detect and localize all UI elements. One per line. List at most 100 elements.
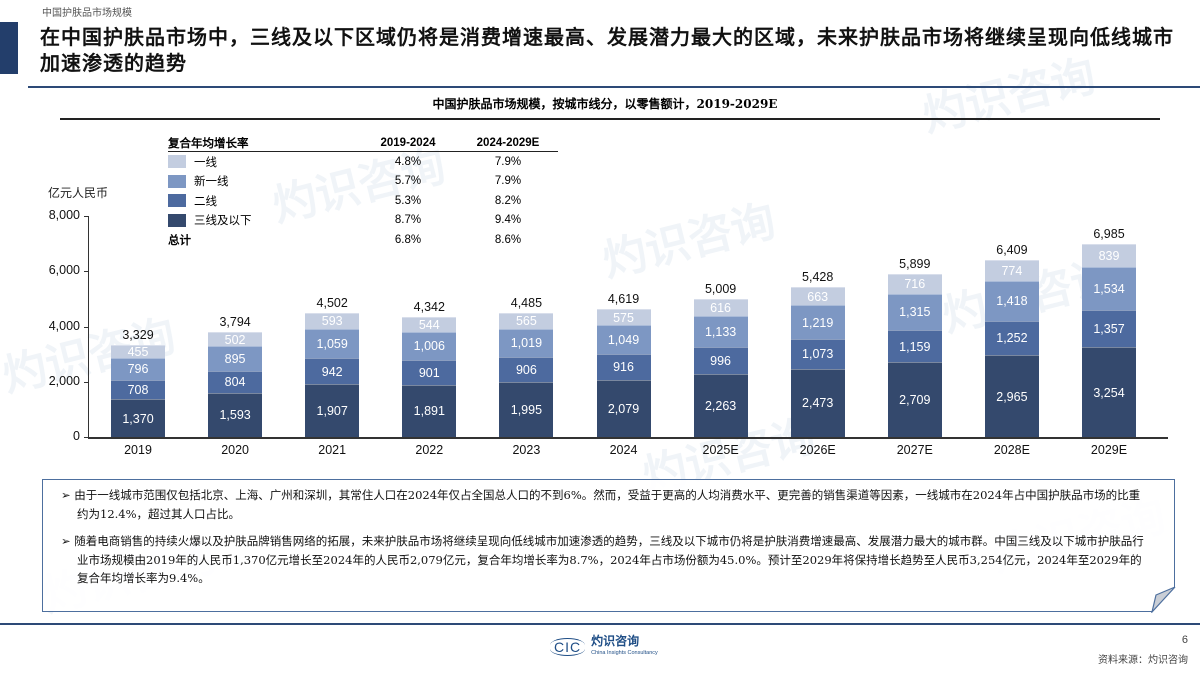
bar-segment: 1,593	[208, 392, 263, 437]
y-axis-unit-label: 亿元人民币	[48, 186, 109, 200]
bar-segment: 616	[693, 298, 748, 316]
bar-segment: 2,709	[887, 362, 942, 437]
source-note: 资料来源：灼识咨询	[1098, 655, 1188, 666]
legend-label: 新一线	[194, 174, 229, 189]
cagr-value: 7.9%	[494, 155, 522, 168]
legend-label: 二线	[194, 193, 217, 208]
bar-segment: 1,370	[111, 399, 165, 437]
bar-segment: 804	[208, 370, 263, 393]
y-tick-mark	[84, 271, 89, 273]
bar-segment: 942	[305, 358, 360, 385]
legend-swatch-tier1	[168, 155, 186, 169]
bar-total-label: 4,619	[607, 292, 640, 307]
bar-segment: 708	[111, 379, 165, 400]
bar-segment: 2,263	[693, 374, 748, 437]
x-tick-label: 2026E	[799, 443, 836, 457]
bar-segment: 2,473	[790, 368, 845, 437]
bar-segment: 544	[402, 317, 457, 333]
bar-segment: 1,059	[305, 329, 360, 359]
bar-total-label: 3,794	[219, 315, 251, 330]
x-tick-label: 2029E	[1090, 443, 1128, 457]
bar-segment: 1,252	[984, 320, 1039, 356]
legend-header-name: 复合年均增长率	[168, 135, 249, 150]
bar-total-label: 4,502	[316, 295, 348, 310]
bar-segment: 2,079	[596, 379, 651, 437]
x-tick-label: 2021	[318, 443, 347, 457]
bar-segment: 1,219	[790, 305, 845, 340]
legend-swatch-tier3-below	[168, 213, 186, 227]
logo-name-en: China Insights Consultancy	[591, 650, 658, 656]
legend-swatch-new-tier1	[168, 174, 186, 188]
bar-segment: 3,254	[1082, 347, 1136, 437]
legend-swatch-tier2	[168, 194, 186, 208]
x-tick-label: 2028E	[993, 443, 1030, 457]
legend-row-total: 总计 6.8% 8.6%	[168, 230, 558, 250]
bar-segment: 1,418	[984, 281, 1039, 321]
y-tick-mark	[84, 216, 89, 217]
bar-total-label: 4,342	[413, 300, 445, 315]
accent-block	[0, 22, 18, 74]
bar-total-label: 3,329	[122, 328, 154, 343]
chart-title-divider	[60, 118, 1160, 120]
bar-segment: 2,965	[984, 355, 1039, 437]
y-tick-label: 2,000	[48, 373, 80, 388]
y-tick-label: 4,000	[48, 318, 80, 333]
section-label: 中国护肤品市场规模	[42, 8, 132, 19]
bar-segment: 906	[499, 356, 554, 382]
legend-header-period1: 2019-2024	[380, 136, 436, 149]
insight-bullet: 随着电商销售的持续火爆以及护肤品牌销售网络的拓展，未来护肤品市场将继续呈现向低线…	[61, 532, 1151, 588]
bar-segment: 774	[984, 259, 1039, 282]
x-tick-label: 2025E	[702, 443, 739, 457]
bar-segment: 1,995	[499, 381, 554, 437]
bar-segment: 916	[596, 354, 651, 380]
company-logo: CIC 灼识咨询 China Insights Consultancy	[550, 635, 658, 659]
legend-header-period2: 2024-2029E	[476, 136, 540, 149]
bar-segment: 1,159	[887, 330, 942, 363]
cagr-value: 9.4%	[494, 214, 522, 227]
bar-segment: 575	[596, 309, 651, 326]
cagr-legend-table: 复合年均增长率 2019-2024 2024-2029E 一线 4.8% 7.9…	[168, 134, 558, 250]
bar-segment: 1,073	[790, 339, 845, 369]
bar-total-label: 6,409	[996, 242, 1028, 257]
cagr-value: 8.6%	[494, 233, 522, 246]
bar-segment: 1,006	[402, 332, 457, 360]
insight-bullet: 由于一线城市范围仅包括北京、上海、广州和深圳，其常住人口在2024年仅占全国总人…	[61, 486, 1151, 523]
cagr-value: 5.7%	[394, 175, 422, 188]
x-tick-label: 2023	[512, 443, 541, 457]
bar-segment: 455	[111, 345, 165, 359]
bar-segment: 663	[790, 287, 845, 306]
footer-divider	[0, 623, 1200, 625]
legend-row-new-tier1: 新一线 5.7% 7.9%	[168, 172, 558, 192]
x-tick-label: 2024	[609, 443, 638, 457]
bar-segment: 1,315	[887, 293, 942, 331]
cagr-value: 8.2%	[494, 194, 522, 207]
bar-segment: 1,907	[305, 384, 360, 437]
cagr-value: 4.8%	[394, 155, 422, 168]
bar-segment: 502	[208, 332, 263, 347]
y-tick-mark	[84, 381, 89, 383]
y-tick-label: 6,000	[48, 263, 80, 278]
insight-callout: 由于一线城市范围仅包括北京、上海、广州和深圳，其常住人口在2024年仅占全国总人…	[42, 479, 1176, 613]
cagr-value: 7.9%	[494, 175, 522, 188]
bar-segment: 1,019	[499, 328, 554, 357]
x-axis	[88, 437, 1168, 439]
bar-segment: 1,891	[402, 384, 457, 437]
y-tick-mark	[84, 437, 89, 438]
legend-label: 一线	[194, 154, 217, 169]
cagr-value: 8.7%	[394, 214, 422, 227]
x-tick-label: 2019	[124, 443, 152, 457]
bar-total-label: 5,009	[704, 281, 737, 296]
bar-segment: 716	[887, 274, 942, 294]
bar-total-label: 5,899	[899, 257, 931, 272]
bar-segment: 565	[499, 313, 554, 329]
bar-total-label: 5,428	[802, 270, 834, 285]
bar-segment: 1,049	[596, 325, 651, 355]
cic-logo-mark: CIC	[550, 638, 586, 656]
cagr-value: 6.8%	[394, 233, 422, 246]
y-tick-label: 0	[73, 429, 80, 443]
bar-segment: 895	[208, 346, 263, 371]
legend-label: 三线及以下	[194, 213, 252, 228]
bar-segment: 901	[402, 359, 457, 385]
legend-row-tier3-below: 三线及以下 8.7% 9.4%	[168, 211, 558, 231]
y-tick-mark	[84, 326, 89, 328]
